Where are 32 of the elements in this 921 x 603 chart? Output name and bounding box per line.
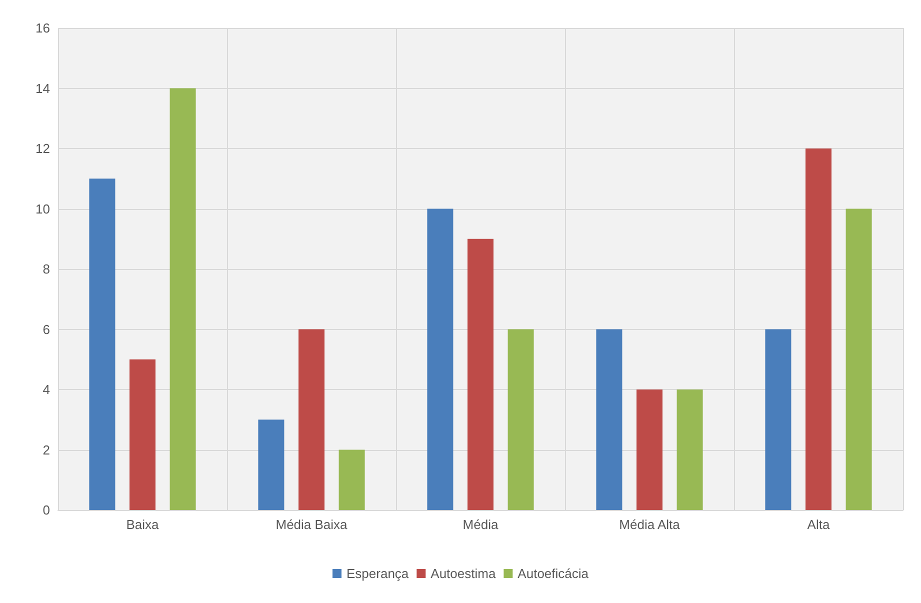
y-tick-label: 6 [42, 322, 50, 337]
bar [846, 208, 872, 510]
bar [338, 450, 365, 510]
legend-label: Autoestima [430, 566, 496, 581]
x-tick-label: Baixa [126, 517, 160, 532]
bar [170, 88, 196, 510]
bar [427, 208, 454, 510]
y-tick-label: 2 [42, 442, 50, 458]
x-tick-label: Média Alta [619, 517, 681, 532]
y-tick-label: 14 [36, 80, 50, 96]
bar [636, 390, 662, 510]
bar [130, 359, 156, 510]
y-tick-label: 8 [42, 262, 50, 276]
y-tick-label: 12 [36, 141, 50, 156]
bar [765, 329, 792, 510]
y-tick-label: 16 [36, 20, 50, 36]
legend-label: Autoeficácia [518, 566, 590, 581]
bar [508, 329, 534, 510]
x-tick-label: Média [462, 517, 499, 532]
x-tick-label: Alta [807, 517, 830, 532]
bar [258, 420, 284, 510]
y-tick-label: 4 [42, 382, 50, 397]
bar [596, 329, 622, 510]
y-tick-label: 0 [42, 502, 50, 518]
y-tick-label: 10 [36, 201, 50, 216]
bar [89, 178, 116, 510]
bar [298, 329, 324, 510]
legend-label: Esperança [346, 566, 410, 581]
x-tick-label: Média Baixa [276, 517, 348, 532]
bar [676, 390, 703, 510]
bar [806, 148, 832, 510]
bar [468, 238, 494, 510]
